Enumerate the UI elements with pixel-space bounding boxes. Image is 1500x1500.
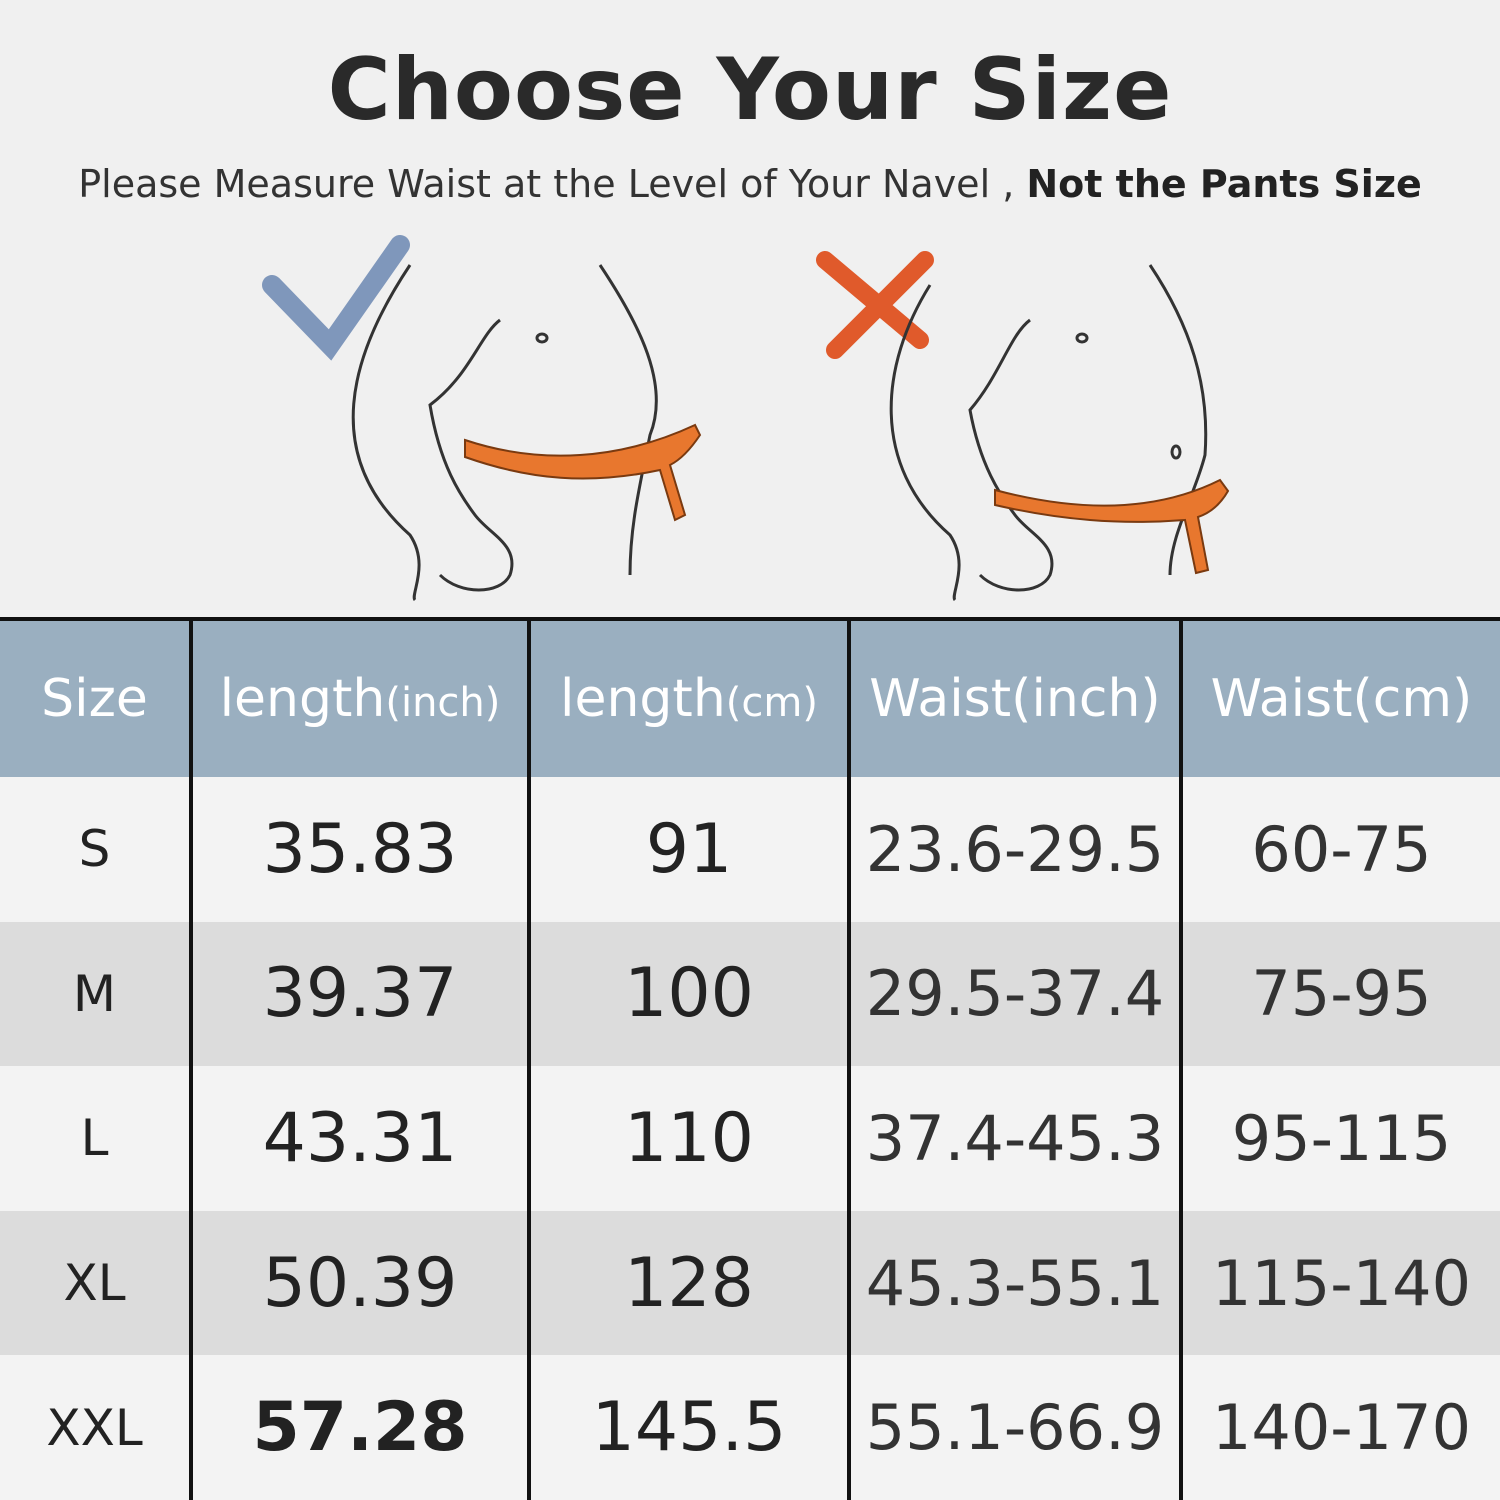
table-row: M 39.37 100 29.5-37.4 75-95: [0, 921, 1500, 1067]
page-title: Choose Your Size: [327, 40, 1173, 140]
table-row: S 35.83 91 23.6-29.5 60-75: [0, 777, 1500, 922]
header-waist-cm: Waist(cm): [1179, 619, 1500, 777]
size-chart-table: Size length(inch) length(cm) Waist(inch)…: [0, 617, 1500, 1500]
table-row: XXL 57.28 145.5 55.1-66.9 140-170: [0, 1355, 1500, 1500]
table-row: XL 50.39 128 45.3-55.1 115-140: [0, 1210, 1500, 1356]
table-row: L 43.31 110 37.4-45.3 95-115: [0, 1066, 1500, 1211]
measuring-tape: [994, 478, 1230, 575]
header-waist-inch: Waist(inch): [847, 619, 1181, 777]
header-length-cm: length(cm): [527, 619, 849, 777]
header-size: Size: [0, 619, 191, 777]
header-length-inch: length(inch): [189, 619, 529, 777]
cross-icon: [816, 251, 934, 359]
measuring-tape: [464, 423, 702, 522]
correct-measurement-illustration: [262, 235, 702, 602]
table-header-row: Size length(inch) length(cm) Waist(inch)…: [0, 619, 1500, 777]
subtitle: Please Measure Waist at the Level of You…: [78, 162, 1422, 206]
check-icon: [262, 235, 410, 361]
incorrect-measurement-illustration: [816, 251, 1230, 602]
body-outline: [889, 264, 1208, 602]
body-outline: [351, 264, 658, 602]
